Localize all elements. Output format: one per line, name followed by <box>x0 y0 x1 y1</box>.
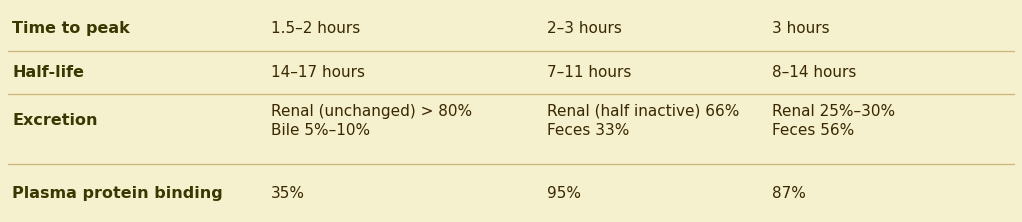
Text: Half-life: Half-life <box>12 65 84 80</box>
Text: 35%: 35% <box>271 186 305 201</box>
Text: Renal (half inactive) 66%
Feces 33%: Renal (half inactive) 66% Feces 33% <box>547 104 739 138</box>
Text: 3 hours: 3 hours <box>772 21 829 36</box>
Text: Renal (unchanged) > 80%
Bile 5%–10%: Renal (unchanged) > 80% Bile 5%–10% <box>271 104 472 138</box>
Text: 8–14 hours: 8–14 hours <box>772 65 856 80</box>
Text: 14–17 hours: 14–17 hours <box>271 65 365 80</box>
Text: Time to peak: Time to peak <box>12 21 130 36</box>
Text: Renal 25%–30%
Feces 56%: Renal 25%–30% Feces 56% <box>772 104 894 138</box>
Text: 1.5–2 hours: 1.5–2 hours <box>271 21 360 36</box>
Text: 7–11 hours: 7–11 hours <box>547 65 632 80</box>
Text: Excretion: Excretion <box>12 113 98 129</box>
Text: 2–3 hours: 2–3 hours <box>547 21 621 36</box>
Text: 87%: 87% <box>772 186 805 201</box>
Text: Plasma protein binding: Plasma protein binding <box>12 186 223 201</box>
Text: 95%: 95% <box>547 186 580 201</box>
